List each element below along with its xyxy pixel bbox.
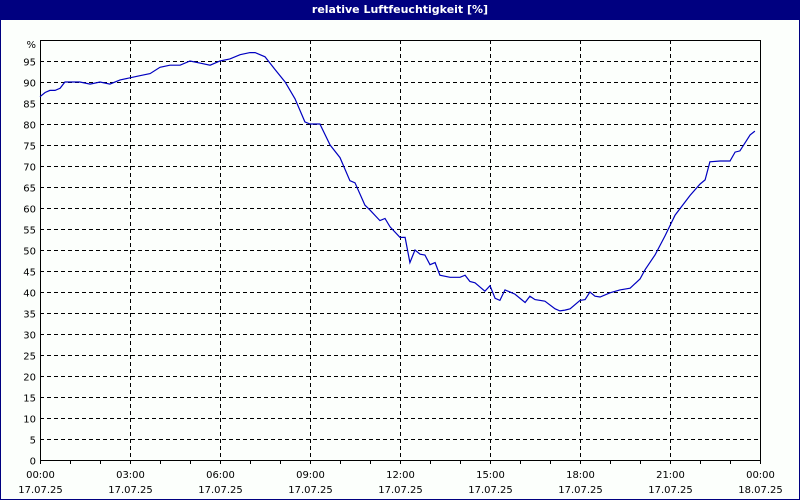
y-tick-label: 80 (23, 121, 36, 132)
y-tick-label: 10 (23, 415, 36, 426)
y-tick-label: 35 (23, 310, 36, 321)
y-tick-label: 50 (23, 247, 36, 258)
y-tick-label: 40 (23, 289, 36, 300)
y-tick-label: 20 (23, 373, 36, 384)
chart-title: relative Luftfeuchtigkeit [%] (0, 0, 800, 20)
x-tick-time: 12:00 (386, 470, 415, 481)
x-tick-date: 17.07.25 (378, 485, 423, 496)
x-tick-date: 17.07.25 (198, 485, 243, 496)
x-tick-time: 03:00 (116, 470, 145, 481)
y-tick-label: 5 (30, 436, 36, 447)
y-unit-label: % (26, 40, 36, 51)
x-tick-date: 17.07.25 (288, 485, 333, 496)
y-tick-label: 90 (23, 79, 36, 90)
x-tick-date: 17.07.25 (468, 485, 513, 496)
x-tick-time: 00:00 (746, 470, 775, 481)
y-tick-label: 0 (30, 457, 36, 468)
x-tick-time: 18:00 (566, 470, 595, 481)
y-tick-label: 55 (23, 226, 36, 237)
x-tick-date: 17.07.25 (558, 485, 603, 496)
y-tick-label: 75 (23, 142, 36, 153)
humidity-series-line (39, 51, 756, 312)
y-tick-label: 65 (23, 184, 36, 195)
x-tick-time: 15:00 (476, 470, 505, 481)
y-tick-label: 85 (23, 100, 36, 111)
x-tick-date: 17.07.25 (108, 485, 153, 496)
x-tick-time: 00:00 (26, 470, 55, 481)
y-tick-label: 60 (23, 205, 36, 216)
y-tick-label: 95 (23, 58, 36, 69)
x-tick-time: 09:00 (296, 470, 325, 481)
x-tick-time: 06:00 (206, 470, 235, 481)
y-tick-label: 30 (23, 331, 36, 342)
y-tick-label: 45 (23, 268, 36, 279)
y-tick-label: 15 (23, 394, 36, 405)
y-tick-label: 25 (23, 352, 36, 363)
x-tick-date: 17.07.25 (648, 485, 693, 496)
x-tick-time: 21:00 (656, 470, 685, 481)
y-tick-label: 70 (23, 163, 36, 174)
x-tick-date: 17.07.25 (18, 485, 63, 496)
x-tick-date: 18.07.25 (738, 485, 783, 496)
